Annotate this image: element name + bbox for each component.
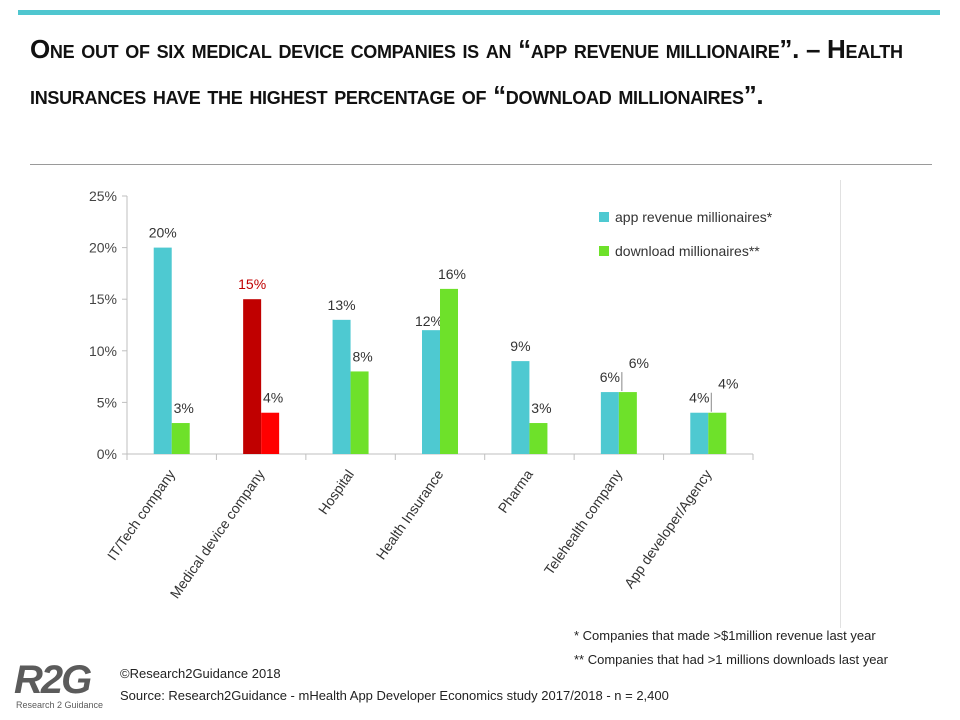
slide-title: One out of six medical device companies … <box>30 34 903 110</box>
top-accent-bar <box>18 10 940 15</box>
chart-area <box>44 180 841 628</box>
data-label: 12% <box>415 313 443 329</box>
bar <box>171 423 190 454</box>
bar <box>243 299 262 454</box>
data-label: 8% <box>352 348 372 364</box>
footnote-downloads: ** Companies that had >1 millions downlo… <box>574 652 888 667</box>
bar <box>153 247 172 454</box>
company-logo: R2G Research 2 Guidance <box>14 660 104 716</box>
legend-label: download millionaires** <box>615 243 760 259</box>
bar <box>708 412 727 454</box>
x-tick-label: Health Insurance <box>373 466 447 562</box>
y-tick-label: 15% <box>89 291 117 307</box>
y-tick-label: 0% <box>97 446 117 462</box>
data-label: 4% <box>689 390 709 406</box>
data-label: 15% <box>238 276 266 292</box>
y-tick-label: 10% <box>89 343 117 359</box>
source-text: Source: Research2Guidance - mHealth App … <box>120 688 669 703</box>
y-tick-label: 20% <box>89 240 117 256</box>
x-tick-label: Telehealth company <box>541 467 626 578</box>
x-tick-label: Pharma <box>495 466 536 516</box>
data-label: 3% <box>531 400 551 416</box>
legend-label: app revenue millionaires* <box>615 209 773 225</box>
bar <box>690 412 709 454</box>
bar <box>600 392 619 454</box>
bar <box>422 330 440 454</box>
data-label: 6% <box>629 355 649 371</box>
bar <box>261 412 280 454</box>
title-divider <box>30 164 932 165</box>
logo-subtitle: Research 2 Guidance <box>16 700 104 710</box>
copyright-text: ©Research2Guidance 2018 <box>120 666 281 681</box>
logo-mark: R2G <box>14 658 92 702</box>
data-label: 3% <box>174 400 194 416</box>
footnote-revenue: * Companies that made >$1million revenue… <box>574 628 876 643</box>
x-tick-label: Medical device company <box>167 467 268 602</box>
x-tick-label: App developer/Agency <box>621 467 715 592</box>
y-tick-label: 5% <box>97 394 117 410</box>
data-label: 13% <box>328 297 356 313</box>
bar-chart: 0% 5% 10% 15% 20% 25% 20% 3% IT/Tech company 15% 4… <box>89 188 773 602</box>
data-label: 20% <box>149 225 177 241</box>
legend-swatch <box>599 246 609 256</box>
legend-swatch <box>599 212 609 222</box>
bar <box>618 392 637 454</box>
bar <box>440 288 458 454</box>
data-label: 6% <box>600 369 620 385</box>
x-tick-label: Hospital <box>315 467 357 518</box>
bar <box>332 319 351 454</box>
bar <box>350 371 369 454</box>
bar <box>529 423 548 454</box>
bar <box>511 361 530 454</box>
data-label: 4% <box>718 376 738 392</box>
data-label: 9% <box>510 338 530 354</box>
x-tick-label: IT/Tech company <box>104 467 178 564</box>
y-tick-label: 25% <box>89 188 117 204</box>
data-label: 16% <box>438 266 466 282</box>
data-label: 4% <box>263 390 283 406</box>
